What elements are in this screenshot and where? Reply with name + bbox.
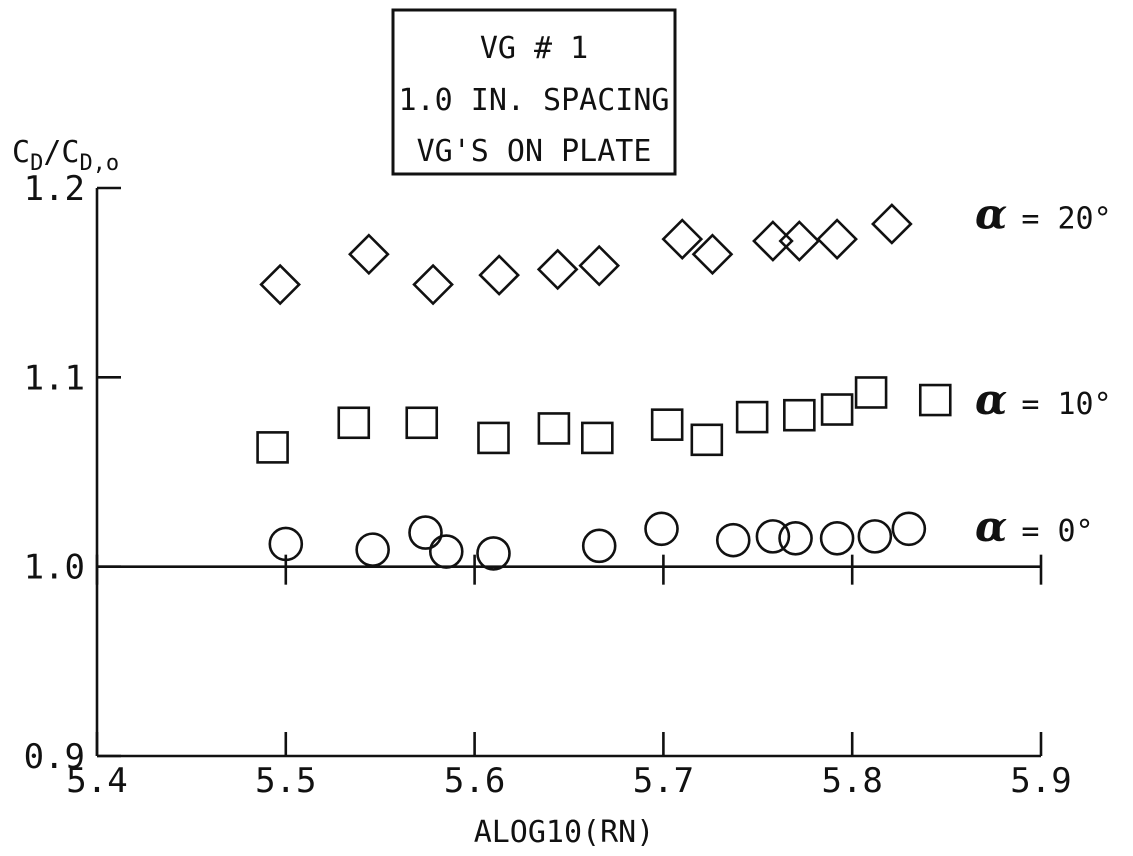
data-point-square bbox=[581, 421, 614, 455]
x-tick-label: 5.7 bbox=[633, 761, 694, 801]
data-point-square bbox=[854, 376, 888, 409]
data-point-circle bbox=[428, 534, 464, 569]
x-tick-label: 5.6 bbox=[444, 761, 505, 801]
data-point-diamond bbox=[348, 233, 390, 276]
data-point-circle bbox=[581, 528, 617, 564]
data-point-square bbox=[337, 406, 371, 440]
y-tick-label: 0.9 bbox=[24, 737, 85, 777]
data-point-diamond bbox=[478, 254, 520, 296]
data-point-circle bbox=[778, 520, 813, 556]
y-axis-title: CD/CD,o bbox=[12, 135, 119, 176]
data-point-square bbox=[405, 406, 439, 440]
series-label-circle: α = 0° bbox=[975, 502, 1094, 551]
data-point-square bbox=[783, 398, 816, 432]
series-layer bbox=[256, 203, 952, 571]
data-point-diamond bbox=[778, 220, 821, 262]
title-line-3: VG'S ON PLATE bbox=[417, 134, 652, 169]
data-point-circle bbox=[755, 519, 791, 554]
y-tick-label: 1.2 bbox=[24, 169, 85, 209]
data-point-diamond bbox=[578, 244, 621, 287]
data-point-circle bbox=[819, 520, 855, 556]
x-axis-title: ALOG10(RN) bbox=[474, 815, 655, 850]
data-point-circle bbox=[476, 536, 511, 571]
data-point-square bbox=[918, 383, 952, 417]
x-tick-label: 5.8 bbox=[821, 761, 882, 801]
data-point-square bbox=[735, 400, 769, 434]
data-point-diamond bbox=[816, 218, 858, 260]
series-diamond bbox=[259, 203, 913, 306]
title-box bbox=[391, 8, 677, 176]
x-tick-label: 5.9 bbox=[1010, 761, 1071, 801]
axes: 0.9 1.0 1.1 1.2 5.4 5.5 5.6 5.7 5.8 5.9 bbox=[24, 169, 1072, 801]
data-point-square bbox=[256, 431, 289, 464]
x-tick-label: 5.5 bbox=[255, 761, 316, 801]
data-point-diamond bbox=[412, 263, 454, 306]
data-point-circle bbox=[857, 519, 893, 554]
y-tick-label: 1.1 bbox=[24, 358, 85, 398]
x-tick-label: 5.4 bbox=[66, 761, 127, 801]
data-point-diamond bbox=[871, 203, 913, 245]
series-labels: α = 20° α = 10° α = 0° bbox=[975, 189, 1112, 550]
series-circle bbox=[268, 511, 927, 571]
data-point-square bbox=[650, 408, 684, 441]
title-line-2: 1.0 IN. SPACING bbox=[399, 83, 670, 118]
data-point-circle bbox=[644, 511, 679, 547]
title-line-1: VG # 1 bbox=[480, 31, 588, 66]
data-point-square bbox=[537, 412, 571, 445]
data-point-square bbox=[820, 393, 854, 426]
data-point-circle bbox=[715, 522, 751, 558]
data-point-diamond bbox=[536, 248, 579, 291]
data-point-diamond bbox=[259, 263, 301, 306]
data-point-circle bbox=[408, 515, 443, 550]
data-point-square bbox=[690, 423, 724, 457]
series-label-diamond: α = 20° bbox=[975, 189, 1112, 238]
data-point-circle bbox=[268, 526, 304, 562]
y-tick-label: 1.0 bbox=[24, 548, 85, 588]
data-point-diamond bbox=[661, 218, 704, 260]
data-point-diamond bbox=[752, 220, 794, 262]
data-point-diamond bbox=[691, 233, 734, 276]
series-square bbox=[256, 376, 952, 464]
data-point-circle bbox=[355, 532, 390, 567]
data-point-square bbox=[477, 421, 510, 455]
data-point-circle bbox=[891, 511, 927, 547]
series-label-square: α = 10° bbox=[975, 375, 1112, 424]
